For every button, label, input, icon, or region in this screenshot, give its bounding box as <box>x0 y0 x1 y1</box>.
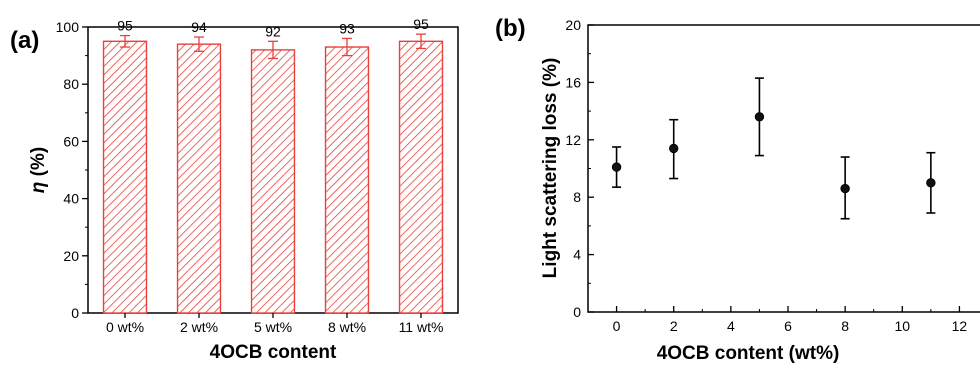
panel-a-y-tick-label: 100 <box>56 19 80 35</box>
panel-b-data-point <box>611 162 622 172</box>
panel-a-x-tick-label: 0 wt% <box>106 319 144 335</box>
panel-b-letter: (b) <box>495 15 526 42</box>
panel-b-data-point <box>840 183 850 194</box>
panel-a-bars: 95 94 92 93 95 <box>102 16 444 314</box>
panel-a-bar-chart: (a) 0 20 40 60 80 100 95 94 92 93 95 0 wt% 2 wt% 5 … <box>10 16 459 363</box>
panel-b-data-point <box>754 112 765 122</box>
panel-b-x-tick-label: 4 <box>727 318 735 334</box>
panel-a-x-tick-label: 5 wt% <box>254 319 292 335</box>
panel-a-bar <box>176 43 222 314</box>
panel-a-letter: (a) <box>10 27 39 54</box>
panel-b-x-tick-label: 8 <box>841 318 849 334</box>
panel-a-x-tick-label: 11 wt% <box>399 319 444 335</box>
panel-b-data-point <box>669 143 679 154</box>
panel-b-x-axis-title: 4OCB content (wt%) <box>657 343 840 364</box>
panel-a-data-label: 92 <box>265 23 281 39</box>
panel-b-x-tick-label: 10 <box>894 318 910 334</box>
panel-b-scatter-chart: (b) 0 4 8 12 16 20 0 2 4 6 8 10 12 4OCB content (wt… <box>495 15 980 364</box>
panel-a-bar <box>250 49 296 314</box>
panel-a-y-tick-label: 40 <box>63 191 79 207</box>
panel-b-x-tick-label: 2 <box>670 318 678 334</box>
panel-a-bar <box>324 46 370 314</box>
panel-a-x-tick-label: 2 wt% <box>180 319 218 335</box>
panel-a-y-tick-label: 60 <box>63 133 79 149</box>
panel-b-plot-frame <box>587 24 980 313</box>
panel-b-y-tick-label: 0 <box>573 304 581 320</box>
panel-b-data-point <box>926 178 936 188</box>
panel-a-x-tick-label: 8 wt% <box>328 319 366 335</box>
panel-a-bar <box>398 40 444 314</box>
panel-b-x-tick-label: 12 <box>952 318 968 334</box>
panel-a-y-axis: 0 20 40 60 80 100 <box>56 19 88 321</box>
panel-a-bar <box>102 40 148 314</box>
panel-b-y-tick-label: 4 <box>573 247 581 263</box>
panel-a-y-axis-title: η (%) <box>28 147 49 193</box>
panel-b-y-tick-label: 12 <box>565 132 581 148</box>
panel-b-x-tick-label: 6 <box>784 318 792 334</box>
panel-b-x-tick-label: 0 <box>613 318 621 334</box>
panel-a-data-label: 95 <box>117 18 133 34</box>
panel-b-y-tick-label: 20 <box>565 17 581 33</box>
panel-a-y-tick-label: 20 <box>63 248 79 264</box>
panel-a-x-axis-title: 4OCB content <box>210 342 337 363</box>
panel-b-x-axis: 0 2 4 6 8 10 12 <box>613 306 968 334</box>
panel-b-y-tick-label: 8 <box>573 189 581 205</box>
panel-a-data-label: 93 <box>339 20 355 36</box>
panel-b-y-tick-label: 16 <box>565 74 581 90</box>
panel-b-y-axis-title: Light scattering loss (%) <box>540 58 561 279</box>
panel-a-y-tick-label: 80 <box>63 76 79 92</box>
panel-a-y-axis-unit: (%) <box>28 147 49 182</box>
panel-b-y-axis: 0 4 8 12 16 20 <box>565 17 594 320</box>
panel-a-y-tick-label: 0 <box>71 305 79 321</box>
panel-a-y-axis-symbol: η <box>28 182 49 194</box>
panel-a-x-axis: 0 wt% 2 wt% 5 wt% 8 wt% 11 wt% <box>106 313 444 335</box>
panel-a-data-label: 94 <box>191 19 207 35</box>
panel-a-data-label: 95 <box>413 16 429 32</box>
panel-b-points <box>611 77 936 220</box>
